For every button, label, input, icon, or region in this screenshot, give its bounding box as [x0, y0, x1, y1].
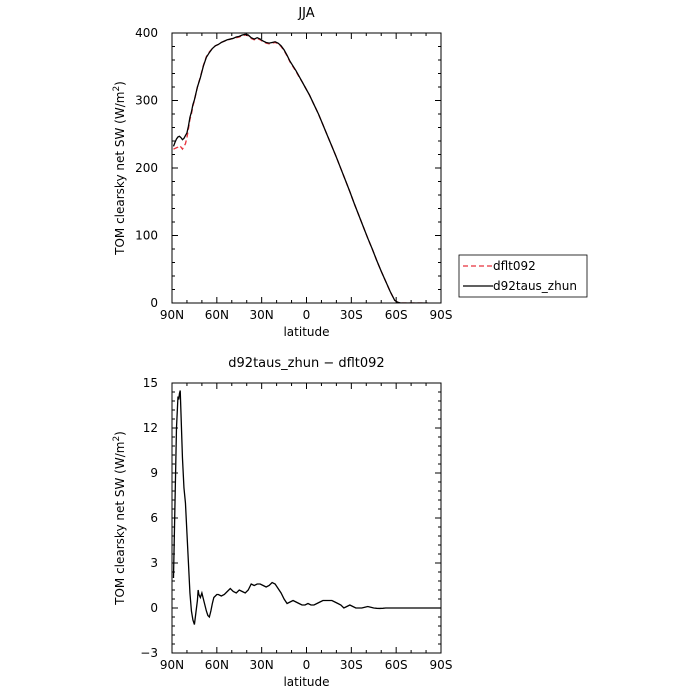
- y-axis-title-close: ): [113, 81, 127, 86]
- x-tick-label: 30S: [340, 308, 363, 322]
- series-line-difference: [172, 390, 441, 625]
- x-tick-label: 60S: [385, 658, 408, 672]
- y-axis-title-superscript: 2: [112, 436, 122, 442]
- y-axis-title: TOM clearsky net SW (W/m2): [112, 81, 127, 256]
- y-tick-label: 300: [135, 94, 158, 108]
- series-line-d92taus_zhun: [172, 33, 428, 303]
- y-tick-label: 0: [150, 601, 158, 615]
- y-tick-label: 6: [150, 511, 158, 525]
- plot-frame: [171, 382, 442, 654]
- y-tick-label: 100: [135, 229, 158, 243]
- x-tick-label: 30N: [250, 658, 274, 672]
- x-tick-label: 90S: [430, 658, 453, 672]
- x-tick-label: 90N: [160, 658, 184, 672]
- y-tick-label: 12: [143, 421, 158, 435]
- x-axis-title: latitude: [283, 325, 329, 339]
- y-tick-label: −3: [140, 646, 158, 660]
- x-tick-label: 60N: [205, 308, 229, 322]
- y-tick-label: 15: [143, 376, 158, 390]
- x-axis-title: latitude: [283, 675, 329, 689]
- legend-label-dflt092: dflt092: [493, 259, 536, 273]
- legend-box: [458, 254, 588, 298]
- legend: dflt092 d92taus_zhun: [458, 254, 588, 298]
- x-tick-label: 0: [303, 308, 311, 322]
- y-axis-title-close: ): [113, 431, 127, 436]
- y-axis-title-text: TOM clearsky net SW (W/m: [113, 442, 127, 606]
- y-tick-label: 3: [150, 556, 158, 570]
- chart-title: JJA: [297, 6, 314, 21]
- x-tick-label: 30N: [250, 308, 274, 322]
- series-line-dflt092: [173, 34, 428, 303]
- x-tick-label: 30S: [340, 658, 363, 672]
- y-axis-title: TOM clearsky net SW (W/m2): [112, 431, 127, 606]
- y-tick-label: 9: [150, 466, 158, 480]
- y-tick-label: 200: [135, 161, 158, 175]
- y-tick-label: 0: [150, 296, 158, 310]
- y-tick-label: 400: [135, 26, 158, 40]
- y-axis-title-text: TOM clearsky net SW (W/m: [113, 92, 127, 256]
- legend-label-d92taus_zhun: d92taus_zhun: [493, 279, 577, 293]
- chart-title: d92taus_zhun − dflt092: [228, 356, 384, 371]
- x-tick-label: 90S: [430, 308, 453, 322]
- x-tick-label: 0: [303, 658, 311, 672]
- x-tick-label: 60N: [205, 658, 229, 672]
- x-tick-label: 60S: [385, 308, 408, 322]
- x-tick-label: 90N: [160, 308, 184, 322]
- y-axis-title-superscript: 2: [112, 86, 122, 92]
- panel-top: JJA 90N 60N 30N 0 30S 60S 90S 0 100 200 300 400 latit…: [112, 6, 452, 339]
- plot-frame: [171, 32, 442, 304]
